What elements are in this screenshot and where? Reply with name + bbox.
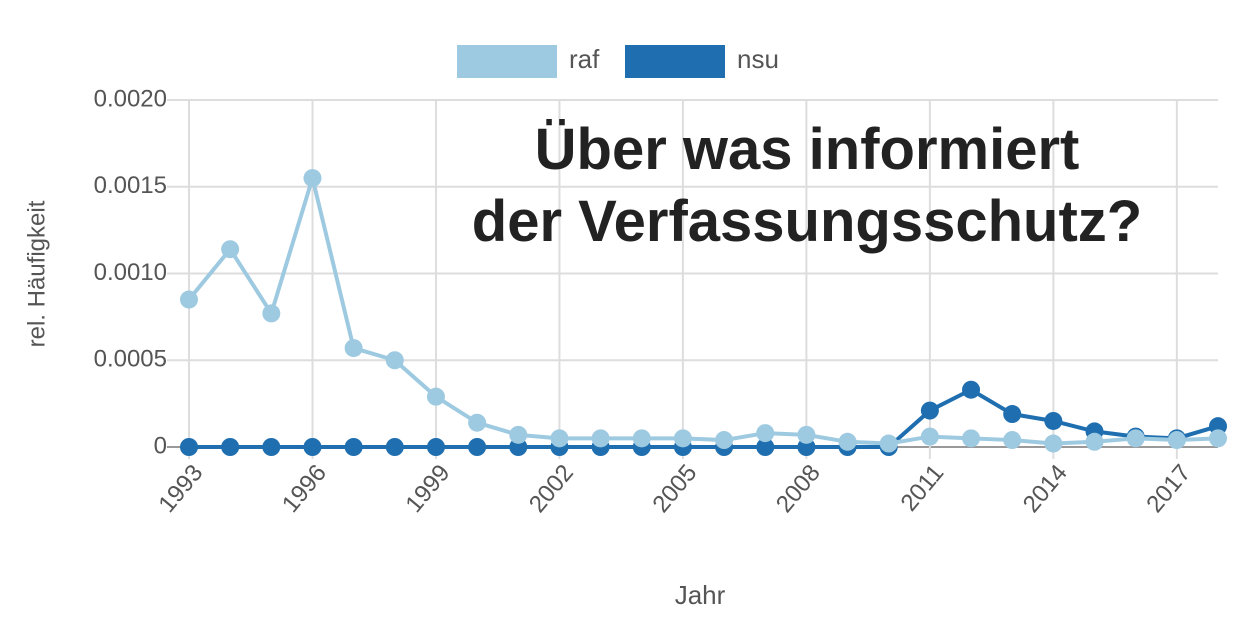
data-point [468, 438, 487, 456]
x-tick-label: 2017 [1141, 460, 1196, 518]
x-axis-label: Jahr [675, 580, 726, 610]
data-point [221, 438, 240, 456]
data-point [180, 290, 198, 309]
x-tick-label: 1996 [277, 460, 332, 518]
legend-swatch [625, 45, 725, 78]
data-point [1085, 432, 1104, 451]
data-point [468, 413, 487, 432]
data-point [715, 431, 734, 450]
data-point [385, 438, 404, 456]
data-point [1167, 431, 1186, 450]
data-point [797, 425, 816, 444]
data-point [262, 304, 281, 323]
x-tick-label: 1993 [153, 460, 208, 518]
x-tick-label: 2008 [771, 460, 826, 518]
data-point [426, 387, 445, 406]
data-point [1003, 405, 1022, 424]
data-point [180, 438, 198, 456]
data-point [838, 432, 857, 451]
y-tick-label: 0.0010 [94, 259, 167, 286]
data-point [1003, 431, 1022, 450]
data-point [303, 169, 322, 188]
y-tick-label: 0.0015 [94, 172, 167, 199]
chart-title: Über was informiert der Verfassungsschutz… [472, 117, 1142, 254]
x-tick-label: 2011 [895, 460, 949, 517]
data-point [221, 240, 240, 259]
y-axis-label: rel. Häufigkeit [23, 200, 50, 347]
data-point [920, 427, 939, 446]
data-point [509, 425, 528, 444]
y-tick-label: 0.0020 [94, 85, 167, 112]
legend-label: raf [569, 44, 600, 74]
data-point [344, 438, 363, 456]
data-point [426, 438, 445, 456]
legend-swatch [457, 45, 557, 78]
data-point [591, 429, 610, 448]
data-point [879, 434, 898, 453]
data-point [262, 438, 281, 456]
data-point [673, 429, 692, 448]
data-point [756, 438, 775, 456]
x-tick-label: 1999 [400, 460, 455, 518]
data-point [1044, 411, 1063, 430]
data-point [550, 429, 569, 448]
x-tick-label: 2002 [524, 460, 579, 518]
x-tick-label: 2014 [1018, 460, 1073, 518]
y-tick-label: 0 [154, 432, 167, 459]
data-point [962, 380, 981, 399]
data-point [344, 339, 363, 358]
data-point [962, 429, 981, 448]
x-tick-label: 2005 [647, 460, 702, 518]
data-point [756, 424, 775, 443]
data-point [920, 401, 939, 420]
y-tick-label: 0.0005 [94, 346, 167, 373]
data-point [303, 438, 322, 456]
data-point [1209, 429, 1227, 448]
data-point [385, 351, 404, 370]
data-point [632, 429, 651, 448]
legend-label: nsu [737, 44, 779, 74]
data-point [1126, 429, 1145, 448]
data-point [1044, 434, 1063, 453]
